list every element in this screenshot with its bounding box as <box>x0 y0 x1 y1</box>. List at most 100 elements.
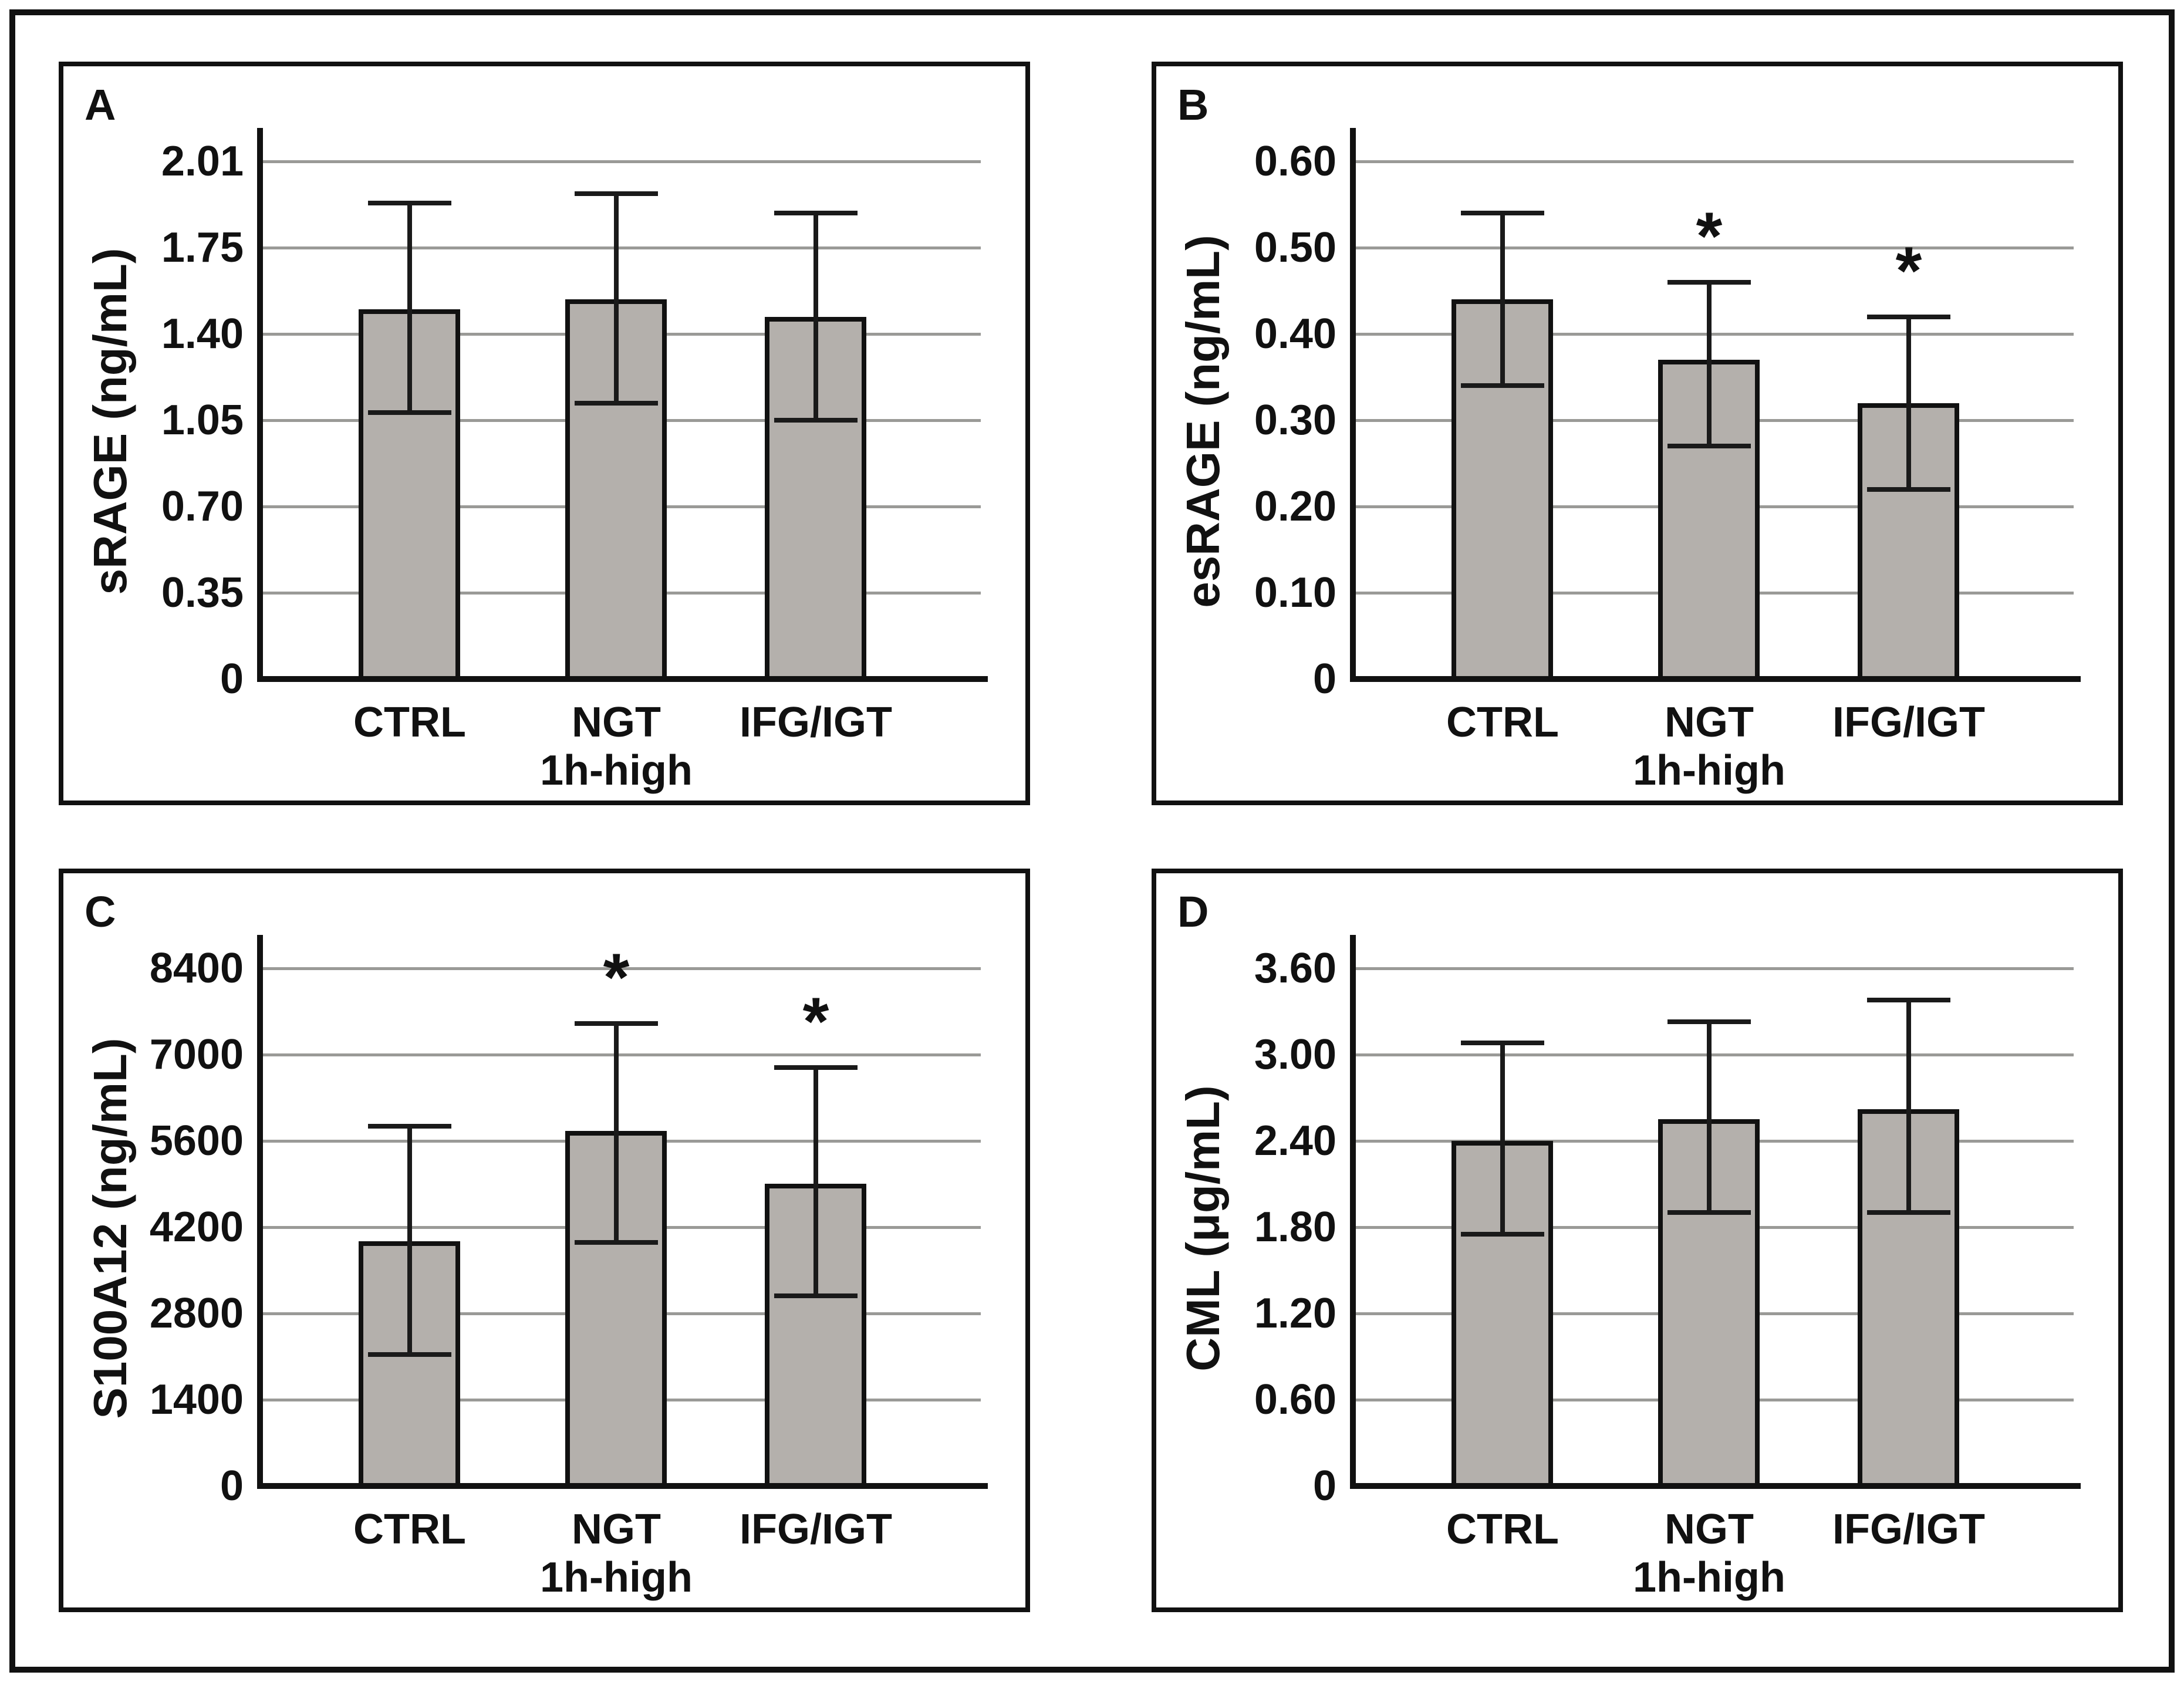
y-tick-label: 2.01 <box>161 138 244 185</box>
y-tick-label: 8400 <box>149 945 244 992</box>
gridline <box>260 1053 981 1056</box>
y-tick-label: 0.40 <box>1254 310 1336 357</box>
error-bar-stem <box>1906 1000 1911 1212</box>
error-bar-cap-bottom <box>368 410 451 415</box>
panel-d-chart: 0 0.60 1.20 1.80 2.40 3.00 3.60 CTRL NGT IFG/IGT 1… <box>1156 873 2118 1607</box>
x-category-label: NGT <box>1665 699 1754 746</box>
error-bar-cap-top <box>575 191 658 196</box>
panel-a-letter: A <box>85 80 116 129</box>
x-axis-line <box>1350 1483 2081 1489</box>
x-category-label: IFG/IGT <box>740 1506 892 1553</box>
error-bar-stem <box>614 194 619 403</box>
error-bar-cap-bottom <box>1867 487 1950 492</box>
panel-c-chart: 0 1400 2800 4200 5600 7000 8400 CTRL * NGT * IFG/IG… <box>63 873 1025 1607</box>
bar-ngt <box>565 299 667 681</box>
y-axis-line <box>257 128 263 682</box>
bar-ngt <box>1658 1119 1760 1488</box>
y-tick-label: 3.60 <box>1254 945 1336 992</box>
panel-b: B esRAGE (ng/mL) 0 0.10 0.20 0.30 0.40 0.50 0.… <box>1152 62 2123 805</box>
error-bar-cap-bottom <box>1867 1210 1950 1215</box>
error-bar-cap-top <box>1867 315 1950 319</box>
y-tick-label: 3.00 <box>1254 1031 1336 1078</box>
panel-d: D CML (μg/mL) 0 0.60 1.20 1.80 2.40 3.00 3.60 C… <box>1152 869 2123 1612</box>
error-bar-cap-top <box>1461 211 1544 215</box>
y-tick-label: 0 <box>1312 656 1336 702</box>
panel-c: C S100A12 (ng/mL) 0 1400 2800 4200 5600 7000 8… <box>59 869 1030 1612</box>
panel-a-chart: 0 0.35 0.70 1.05 1.40 1.75 2.01 CTRL NGT IFG/IGT 1… <box>63 66 1025 801</box>
x-category-label: CTRL <box>353 699 466 746</box>
x-axis-line <box>257 1483 988 1489</box>
x-category-label: NGT <box>1665 1506 1754 1553</box>
error-bar-cap-bottom <box>1461 1232 1544 1237</box>
error-bar-cap-top <box>774 1065 858 1070</box>
gridline <box>1353 1053 2074 1056</box>
x-category-label: NGT <box>572 1506 661 1553</box>
y-tick-label: 0 <box>220 656 244 702</box>
y-tick-label: 1.75 <box>161 224 244 271</box>
error-bar-stem <box>813 1068 818 1296</box>
y-tick-label: 0.50 <box>1254 224 1336 271</box>
error-bar-cap-top <box>575 1021 658 1026</box>
y-tick-label: 0.70 <box>161 483 244 530</box>
error-bar-cap-bottom <box>368 1352 451 1357</box>
error-bar-stem <box>1500 1043 1505 1234</box>
x-axis-line <box>1350 676 2081 682</box>
gridline <box>1353 160 2074 163</box>
error-bar-stem <box>614 1024 619 1242</box>
gridline <box>260 160 981 163</box>
x-category-label: NGT <box>572 699 661 746</box>
significance-asterisk: * <box>603 940 630 1015</box>
y-tick-label: 1.20 <box>1254 1290 1336 1337</box>
gridline <box>1353 333 2074 336</box>
y-tick-label: 1.80 <box>1254 1204 1336 1251</box>
x-category-label: IFG/IGT <box>1832 699 1985 746</box>
error-bar-stem <box>1707 282 1712 446</box>
gridline <box>1353 967 2074 970</box>
y-tick-label: 1.05 <box>161 397 244 444</box>
x-category-label: IFG/IGT <box>1832 1506 1985 1553</box>
y-tick-label: 0 <box>220 1463 244 1509</box>
y-tick-label: 0.60 <box>1254 1376 1336 1423</box>
error-bar-cap-bottom <box>575 1240 658 1245</box>
group-label: 1h-high <box>1633 1554 1785 1601</box>
panel-b-letter: B <box>1177 80 1209 129</box>
y-axis-line <box>1350 128 1356 682</box>
group-label: 1h-high <box>540 747 693 794</box>
y-axis-line <box>1350 935 1356 1489</box>
y-tick-label: 0.20 <box>1254 483 1336 530</box>
y-tick-label: 7000 <box>149 1031 244 1078</box>
error-bar-cap-bottom <box>774 418 858 423</box>
gridline <box>260 967 981 970</box>
y-tick-label: 2800 <box>149 1290 244 1337</box>
error-bar-cap-top <box>1867 998 1950 1002</box>
significance-asterisk: * <box>802 984 829 1059</box>
x-category-label: IFG/IGT <box>740 699 892 746</box>
significance-asterisk: * <box>1895 234 1922 309</box>
x-category-label: CTRL <box>353 1506 466 1553</box>
panel-c-letter: C <box>85 887 116 936</box>
error-bar-cap-top <box>1667 1019 1751 1024</box>
y-tick-label: 4200 <box>149 1204 244 1251</box>
gridline <box>1353 246 2074 249</box>
y-tick-label: 5600 <box>149 1117 244 1164</box>
error-bar-cap-bottom <box>1667 1210 1751 1215</box>
error-bar-cap-top <box>1461 1041 1544 1045</box>
error-bar-cap-bottom <box>774 1293 858 1298</box>
x-category-label: CTRL <box>1446 699 1559 746</box>
error-bar-cap-top <box>1667 280 1751 285</box>
figure-outer-border <box>9 9 2175 1673</box>
y-tick-label: 1400 <box>149 1376 244 1423</box>
error-bar-cap-top <box>368 201 451 205</box>
error-bar-cap-bottom <box>575 401 658 406</box>
y-tick-label: 1.40 <box>161 310 244 357</box>
error-bar-stem <box>407 203 412 413</box>
error-bar-cap-bottom <box>1461 383 1544 388</box>
group-label: 1h-high <box>1633 747 1785 794</box>
y-tick-label: 0.30 <box>1254 397 1336 444</box>
error-bar-stem <box>813 213 818 420</box>
error-bar-stem <box>1906 317 1911 489</box>
error-bar-cap-top <box>774 211 858 215</box>
y-tick-label: 0.35 <box>161 569 244 616</box>
error-bar-cap-top <box>368 1124 451 1129</box>
y-axis-line <box>257 935 263 1489</box>
